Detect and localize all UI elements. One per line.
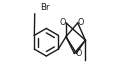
Text: O: O: [76, 49, 82, 58]
Text: O: O: [60, 18, 66, 27]
Text: O: O: [77, 18, 84, 27]
Text: Br: Br: [40, 3, 50, 12]
